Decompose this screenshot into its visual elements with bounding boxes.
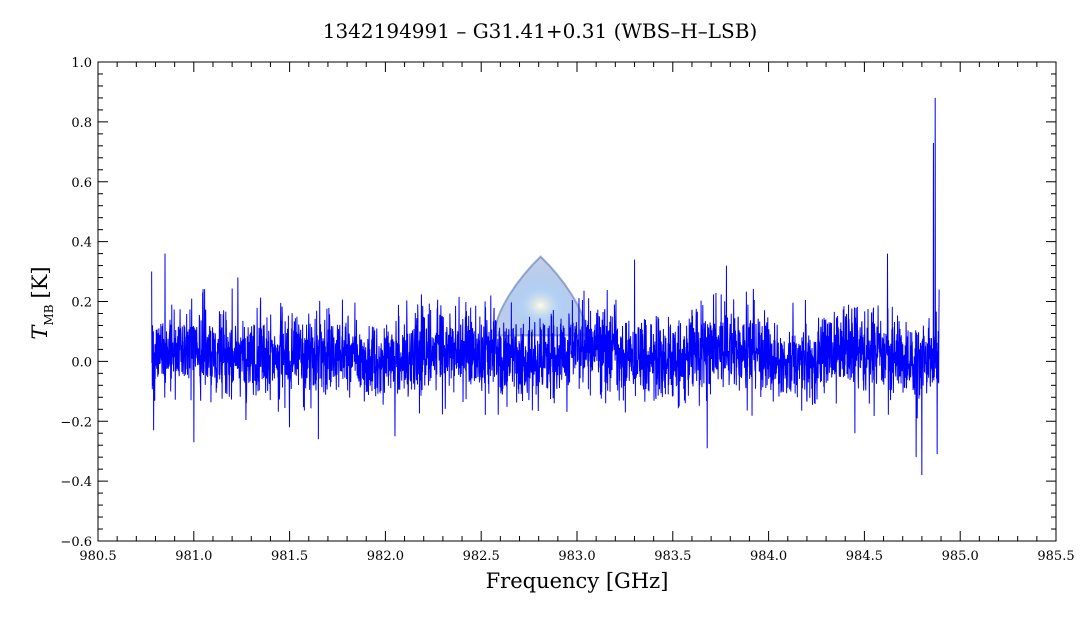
y-tick-label: 0.8: [71, 116, 92, 131]
spectrum-line: [151, 97, 940, 476]
y-tick-label: −0.4: [60, 475, 92, 490]
y-axis-title: TMB [K]: [28, 266, 56, 339]
x-axis-title: Frequency [GHz]: [486, 569, 669, 593]
plot-frame: [97, 61, 1057, 542]
x-tick-label: 985.5: [1037, 549, 1074, 564]
x-tick-label: 984.0: [750, 549, 787, 564]
x-tick-label: 981.5: [271, 549, 308, 564]
y-tick-label: 0.4: [71, 236, 92, 251]
y-tick-label: −0.2: [60, 415, 92, 430]
axis-ticks: [97, 61, 1057, 542]
x-tick-label: 982.0: [367, 549, 404, 564]
chart-title: 1342194991 – G31.41+0.31 (WBS–H–LSB): [323, 19, 758, 43]
y-tick-label: 0.2: [71, 296, 92, 311]
y-tick-label: −0.6: [60, 535, 92, 550]
y-tick-label: 0.0: [71, 355, 92, 370]
x-tick-label: 984.5: [846, 549, 883, 564]
y-tick-labels: −0.6 −0.4 −0.2 0.0 0.2 0.4 0.6 0.8 1.0: [60, 56, 92, 550]
x-tick-label: 982.5: [463, 549, 500, 564]
x-tick-label: 980.5: [79, 549, 116, 564]
x-tick-label: 985.0: [942, 549, 979, 564]
x-tick-label: 981.0: [175, 549, 212, 564]
y-axis-title-main: T: [28, 324, 52, 340]
y-axis-title-sub: MB: [42, 304, 56, 325]
y-tick-label: 1.0: [71, 56, 92, 71]
svg-text:TMB[K]: TMB [K]: [28, 266, 56, 339]
y-axis-title-unit: [K]: [28, 266, 52, 298]
x-tick-labels: 980.5 981.0 981.5 982.0 982.5 983.0 983.5 984.0…: [79, 549, 1074, 564]
y-tick-label: 0.6: [71, 176, 92, 191]
x-tick-label: 983.5: [654, 549, 691, 564]
x-tick-label: 983.0: [558, 549, 595, 564]
